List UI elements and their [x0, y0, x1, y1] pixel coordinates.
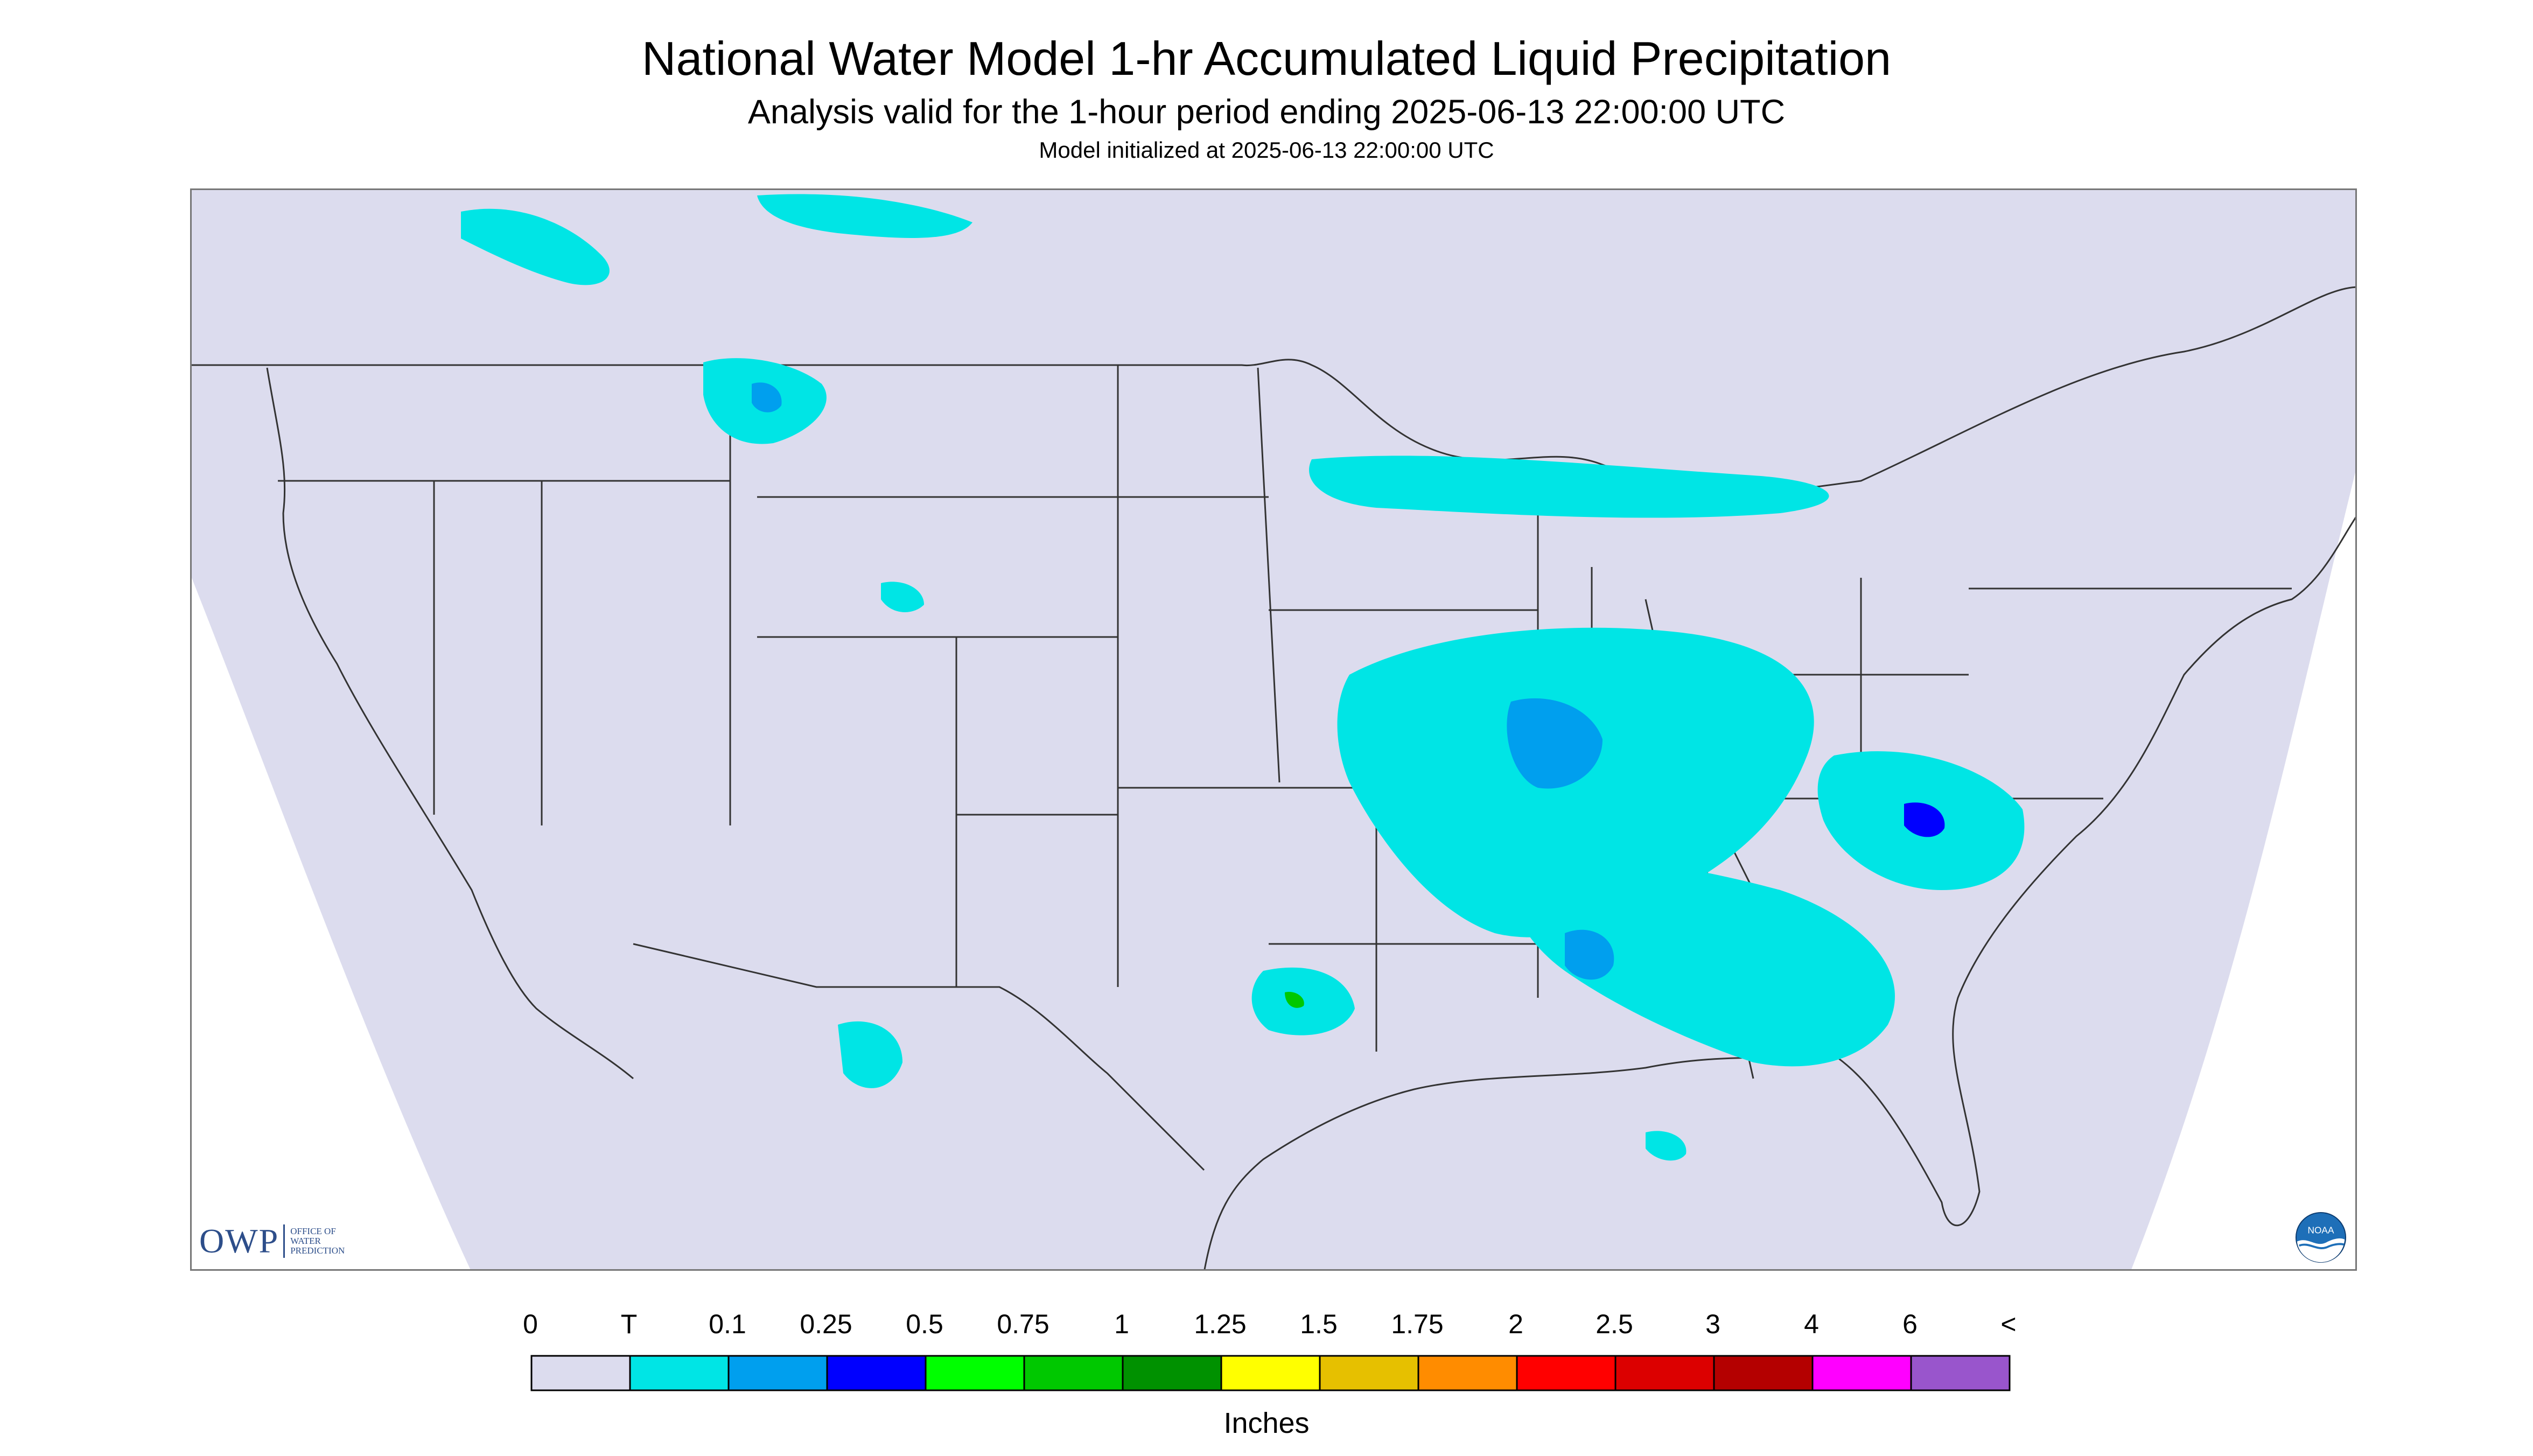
legend-label: 2.5	[1596, 1309, 1633, 1339]
precip-montana-core	[752, 382, 782, 412]
owp-logo: OWP OFFICE OF WATER PREDICTION	[199, 1222, 371, 1260]
legend-labels: 0 T 0.1 0.25 0.5 0.75 1 1.25 1.5 1.75 2 …	[523, 1308, 2027, 1346]
precip-louisiana-core	[1285, 992, 1304, 1008]
owp-logo-line-2: WATER	[290, 1236, 321, 1246]
legend-swatch	[1910, 1355, 2011, 1391]
precip-midwest-core	[1507, 698, 1603, 789]
legend-swatch	[727, 1355, 828, 1391]
legend-label: T	[620, 1309, 638, 1339]
owp-logo-line-1: OFFICE OF	[290, 1226, 336, 1236]
owp-logo-subtext: OFFICE OF WATER PREDICTION	[290, 1227, 371, 1256]
precip-carolinas-core	[1904, 802, 1945, 837]
legend-label: 6	[1902, 1309, 1918, 1339]
gulf-atlantic-coast	[1203, 516, 2355, 1269]
model-domain	[192, 190, 2355, 1269]
mexico-border	[633, 943, 1205, 1171]
precip-southeast	[1508, 857, 1895, 1067]
legend-swatch	[530, 1355, 631, 1391]
legend-swatch	[925, 1355, 1025, 1391]
legend-label: <	[2000, 1309, 2017, 1339]
precip-great-lakes	[1309, 456, 1829, 518]
legend-label: 1.5	[1300, 1309, 1338, 1339]
precip-northern-plains	[461, 208, 610, 285]
map-canvas	[192, 190, 2355, 1269]
owp-logo-divider	[283, 1224, 285, 1258]
legend-swatch	[1319, 1355, 1419, 1391]
precip-canada-band	[757, 194, 972, 238]
legend-swatch	[1122, 1355, 1222, 1391]
legend-label: 1	[1114, 1309, 1129, 1339]
legend-label: 1.75	[1391, 1309, 1444, 1339]
legend-swatch	[629, 1355, 730, 1391]
legend-swatch	[1023, 1355, 1124, 1391]
legend-label: 0.1	[709, 1309, 746, 1339]
precip-southeast-core	[1565, 929, 1614, 980]
legend-swatch	[1811, 1355, 1912, 1391]
legend-swatch	[1713, 1355, 1814, 1391]
legend-colorbar	[530, 1355, 2011, 1391]
precip-mexico	[838, 1021, 902, 1088]
noaa-logo-text: NOAA	[2308, 1224, 2334, 1235]
legend-swatch	[1614, 1355, 1715, 1391]
legend-label: 0.75	[997, 1309, 1049, 1339]
owp-logo-line-3: PREDICTION	[290, 1245, 345, 1256]
legend-label: 2	[1508, 1309, 1523, 1339]
legend-swatch	[826, 1355, 927, 1391]
legend-swatch	[1516, 1355, 1617, 1391]
precip-midwest	[1337, 627, 1814, 937]
legend-label: 1.25	[1194, 1309, 1247, 1339]
legend-label: 0.25	[800, 1309, 852, 1339]
map-title: National Water Model 1-hr Accumulated Li…	[641, 32, 1892, 85]
legend-label: 0.5	[906, 1309, 943, 1339]
owp-logo-text: OWP	[199, 1222, 279, 1260]
legend-label: 0	[523, 1309, 538, 1339]
precipitation-areas	[461, 194, 2025, 1161]
pacific-coast	[266, 367, 634, 1080]
legend-label: 3	[1705, 1309, 1720, 1339]
legend-swatch	[1417, 1355, 1518, 1391]
legend-label: 4	[1804, 1309, 1819, 1339]
precip-colorado	[881, 582, 924, 612]
precipitation-map	[190, 188, 2357, 1271]
noaa-logo-icon: NOAA	[2295, 1212, 2347, 1263]
legend-swatch	[1220, 1355, 1321, 1391]
model-init-line: Model initialized at 2025-06-13 22:00:00…	[1039, 137, 1494, 163]
legend-units: Inches	[1223, 1407, 1310, 1439]
map-subtitle: Analysis valid for the 1-hour period end…	[747, 93, 1786, 131]
precip-gulf	[1646, 1131, 1687, 1161]
